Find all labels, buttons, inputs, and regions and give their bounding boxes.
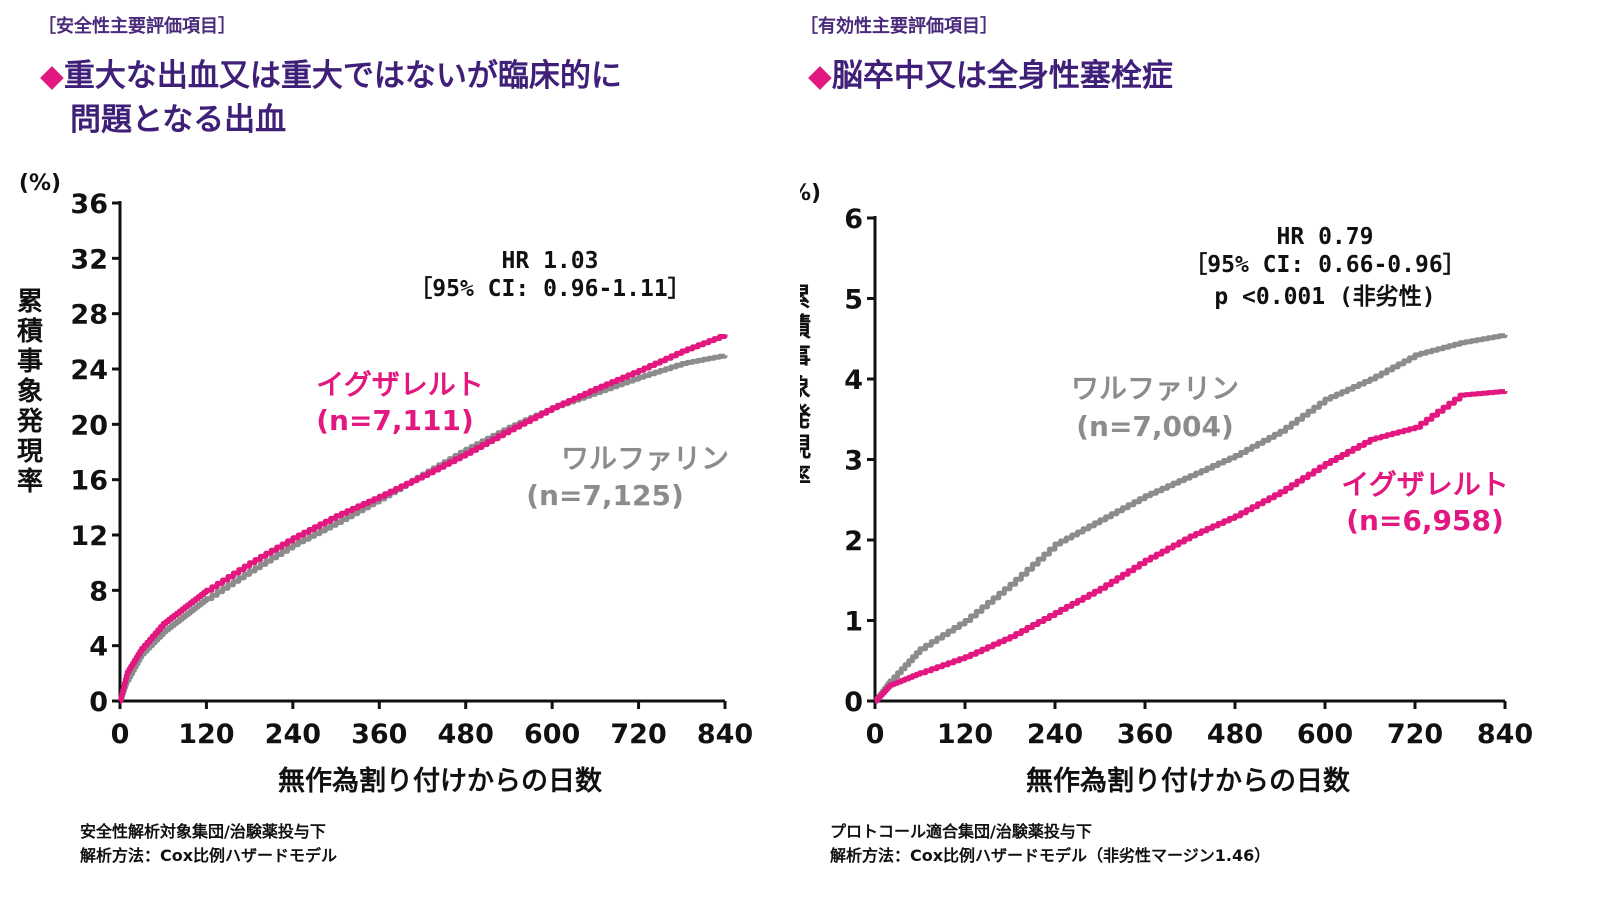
x-tick-label: 720	[610, 719, 666, 750]
y-unit-label: (%)	[800, 181, 821, 206]
series-label: ワルファリン	[561, 442, 729, 475]
y-tick-label: 5	[844, 285, 863, 316]
y-axis-label-char: 率	[17, 466, 43, 497]
x-tick-label: 840	[697, 719, 753, 750]
y-tick-label: 16	[70, 466, 108, 497]
x-tick-label: 720	[1387, 719, 1443, 750]
right-title-line1: ◆脳卒中又は全身性塞栓症	[808, 50, 1173, 95]
hazard-ratio-text: HR 1.03	[502, 248, 599, 274]
y-axis-label-char: 累	[800, 283, 811, 313]
series-line-xarelto	[874, 389, 1508, 704]
y-tick-label: 2	[844, 526, 863, 557]
right-category-label: ［有効性主要評価項目］	[800, 16, 998, 37]
x-tick-label: 480	[1207, 719, 1263, 750]
series-line-xarelto	[118, 334, 728, 704]
hazard-ratio-text: p <0.001 (非劣性)	[1214, 284, 1435, 310]
y-axis-label-char: 累	[17, 287, 43, 317]
y-tick-label: 32	[70, 244, 108, 275]
y-axis-label-char: 積	[17, 317, 43, 347]
left-footnote-1: 安全性解析対象集団/治験薬投与下	[80, 822, 326, 841]
y-tick-label: 20	[70, 410, 108, 441]
series-line-warfarin	[874, 333, 1508, 704]
y-tick-label: 0	[89, 687, 108, 718]
x-tick-label: 0	[866, 719, 885, 750]
series-n-label: (n=6,958)	[1346, 504, 1504, 537]
y-axis-label-char: 現	[17, 437, 43, 467]
y-axis-label-char: 積	[800, 313, 811, 343]
y-tick-label: 28	[70, 300, 108, 331]
left-title-line1: ◆重大な出血又は重大ではないが臨床的に	[40, 50, 622, 95]
series-label: イグザレルト	[316, 368, 483, 401]
y-axis-label-char: 率	[800, 462, 811, 493]
y-axis-label-char: 事	[17, 347, 43, 377]
y-tick-label: 1	[844, 607, 863, 638]
hazard-ratio-text: ［95% CI: 0.96-1.11］	[409, 275, 690, 302]
x-tick-label: 600	[524, 719, 580, 750]
hazard-ratio-text: HR 0.79	[1277, 224, 1374, 250]
x-tick-label: 0	[111, 719, 130, 750]
y-tick-label: 0	[844, 687, 863, 718]
y-tick-label: 3	[844, 446, 863, 477]
x-tick-label: 240	[265, 719, 321, 750]
right-footnote-1: プロトコール適合集団/治験薬投与下	[830, 822, 1092, 841]
x-axis-label: 無作為割り付けからの日数	[278, 765, 603, 797]
y-axis-label-char: 象	[17, 376, 43, 407]
left-panel: ［安全性主要評価項目］ ◆重大な出血又は重大ではないが臨床的に 問題となる出血 …	[16, 16, 753, 865]
y-unit-label: (%)	[19, 171, 61, 196]
right-footnote-2: 解析方法：Cox比例ハザードモデル（非劣性マージン1.46）	[830, 846, 1271, 865]
y-axis-label-char: 象	[800, 372, 811, 403]
left-title-text1: 重大な出血又は重大ではないが臨床的に	[63, 58, 622, 94]
y-axis-label-char: 現	[800, 433, 811, 463]
left-footnote-2: 解析方法：Cox比例ハザードモデル	[80, 846, 338, 865]
hazard-ratio-text: ［95% CI: 0.66-0.96］	[1184, 251, 1465, 278]
right-chart-group: 0 1 2 3 4 5 6 0 120 240 360 480 600 720 840 (%) 累積事象発現率無…	[800, 181, 1533, 797]
left-category-label: ［安全性主要評価項目］	[38, 16, 236, 37]
x-tick-label: 360	[1117, 719, 1173, 750]
right-panel: ［有効性主要評価項目］ ◆脳卒中又は全身性塞栓症 0 1 2 3 4 5 6 0 120 240 3…	[800, 0, 1600, 914]
y-axis-label-char: 発	[800, 403, 812, 433]
series-label: ワルファリン	[1071, 372, 1239, 405]
y-tick-label: 36	[70, 189, 108, 220]
right-chart: 0 1 2 3 4 5 6 0 120 240 360 480 600 720 840 (%) 累積事象発現率無…	[800, 181, 1533, 797]
diamond-icon: ◆	[808, 58, 832, 94]
series-n-label: (n=7,111)	[316, 404, 474, 437]
y-tick-label: 8	[89, 576, 108, 607]
diamond-icon: ◆	[40, 58, 64, 94]
x-tick-label: 840	[1477, 719, 1533, 750]
series-label: イグザレルト	[1341, 468, 1508, 501]
y-tick-label: 12	[70, 521, 108, 552]
y-axis-label-char: 発	[16, 407, 44, 437]
x-tick-label: 600	[1297, 719, 1353, 750]
x-tick-label: 120	[937, 719, 993, 750]
y-tick-label: 24	[70, 355, 108, 386]
y-axis-label-char: 事	[800, 343, 811, 373]
right-title-text1: 脳卒中又は全身性塞栓症	[831, 58, 1173, 94]
left-title-line2: 問題となる出血	[70, 102, 287, 138]
series-n-label: (n=7,004)	[1076, 410, 1234, 443]
x-axis-label: 無作為割り付けからの日数	[1026, 765, 1351, 797]
series-n-label: (n=7,125)	[526, 479, 684, 512]
x-tick-label: 240	[1027, 719, 1083, 750]
y-tick-label: 6	[844, 204, 863, 235]
y-tick-label: 4	[844, 365, 863, 396]
x-tick-label: 480	[438, 719, 494, 750]
x-tick-label: 120	[178, 719, 234, 750]
x-tick-label: 360	[351, 719, 407, 750]
y-tick-label: 4	[89, 632, 108, 663]
